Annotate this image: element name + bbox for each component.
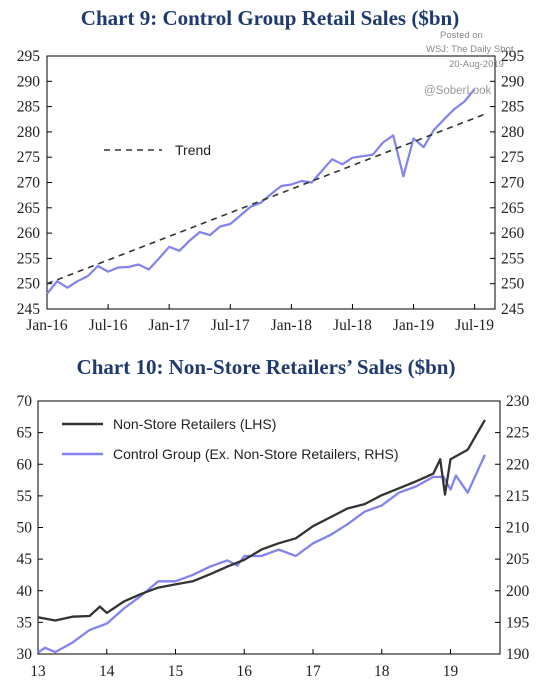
y2-tick-label: 195: [506, 614, 530, 631]
chart-9-legend: Trend: [104, 142, 211, 158]
chart-10-plot-frame: [37, 400, 501, 655]
chart-9-series: [46, 88, 486, 295]
chart-9-title: Chart 9: Control Group Retail Sales ($bn…: [81, 6, 459, 30]
source-handle: @SoberLook: [424, 85, 492, 97]
y2-tick-label: 210: [506, 520, 530, 537]
chart-10-title: Chart 10: Non-Store Retailers’ Sales ($b…: [77, 355, 456, 379]
x-tick-label: Jan-19: [393, 317, 435, 334]
y2-tick-label: 230: [506, 393, 530, 410]
control-group-legend-label: Control Group (Ex. Non-Store Retailers, …: [113, 446, 399, 462]
y-tick-label: 290: [17, 73, 41, 90]
y2-tick-label: 255: [501, 250, 525, 267]
y2-tick-label: 280: [501, 124, 525, 141]
y2-tick-label: 250: [501, 276, 525, 293]
y-tick-label: 70: [17, 393, 33, 410]
y-tick-label: 265: [17, 200, 41, 217]
x-tick-label: Jul-16: [89, 317, 128, 334]
x-tick-label: Jan-16: [26, 317, 68, 334]
y-tick-label: 295: [17, 48, 41, 65]
y2-tick-label: 295: [501, 48, 525, 65]
nonstore-legend-label: Non-Store Retailers (LHS): [113, 416, 276, 432]
y-tick-label: 285: [17, 99, 41, 116]
y-tick-label: 275: [17, 149, 41, 166]
y2-tick-label: 225: [506, 425, 530, 442]
x-tick-label: Jul-17: [211, 317, 250, 334]
x-tick-label: 13: [30, 663, 46, 680]
y-tick-label: 50: [17, 520, 33, 537]
x-tick-label: 15: [168, 663, 184, 680]
y-tick-label: 65: [17, 425, 33, 442]
y-tick-label: 245: [17, 301, 41, 318]
x-tick-label: 18: [374, 663, 390, 680]
chart-10: Chart 10: Non-Store Retailers’ Sales ($b…: [17, 355, 530, 680]
control-group-sales-line: [46, 88, 476, 295]
y-tick-label: 250: [17, 276, 41, 293]
source-watermark: Posted on WSJ: The Daily Shot 20-Aug-201…: [424, 30, 514, 97]
y-tick-label: 35: [17, 614, 33, 631]
x-tick-label: 14: [99, 663, 115, 680]
y-tick-label: 55: [17, 488, 33, 505]
x-tick-label: Jan-18: [271, 317, 313, 334]
y2-tick-label: 205: [506, 551, 530, 568]
chart-10-series: [37, 419, 486, 654]
chart-10-ticks: 30 35 40 45 50 55 60 65 70 190 195 200 205 210 215 220 2…: [17, 393, 530, 680]
trend-legend-label: Trend: [175, 142, 211, 158]
y2-tick-label: 270: [501, 175, 525, 192]
y-tick-label: 260: [17, 225, 41, 242]
y2-tick-label: 215: [506, 488, 530, 505]
chart-9-ticks: 245 250 255 260 265 270 275 280 285 290 295 245 250 2…: [17, 48, 525, 334]
y2-tick-label: 290: [501, 73, 525, 90]
trend-line: [46, 113, 486, 285]
x-tick-label: Jan-17: [149, 317, 191, 334]
control-group-ex-nonstore-line: [37, 454, 486, 654]
y-tick-label: 40: [17, 583, 33, 600]
y-tick-label: 270: [17, 175, 41, 192]
y2-tick-label: 190: [506, 646, 530, 663]
y2-tick-label: 200: [506, 583, 530, 600]
chart-10-legend: Non-Store Retailers (LHS) Control Group …: [62, 416, 399, 462]
chart-9: Chart 9: Control Group Retail Sales ($bn…: [17, 6, 525, 334]
y2-tick-label: 285: [501, 99, 525, 116]
x-tick-label: Jul-18: [333, 317, 372, 334]
x-tick-label: Jul-19: [455, 317, 494, 334]
x-tick-label: 17: [305, 663, 321, 680]
x-tick-label: 16: [237, 663, 253, 680]
y-tick-label: 255: [17, 250, 41, 267]
y-tick-label: 30: [17, 646, 33, 663]
source-line-2: WSJ: The Daily Shot: [426, 44, 514, 55]
y-tick-label: 45: [17, 551, 33, 568]
nonstore-retailers-line: [37, 419, 486, 622]
y2-tick-label: 265: [501, 200, 525, 217]
y2-tick-label: 245: [501, 301, 525, 318]
y2-tick-label: 275: [501, 149, 525, 166]
y-tick-label: 280: [17, 124, 41, 141]
source-line-1: Posted on: [440, 30, 483, 41]
source-line-3: 20-Aug-2019: [449, 59, 504, 70]
y2-tick-label: 220: [506, 456, 530, 473]
x-tick-label: 19: [443, 663, 459, 680]
y2-tick-label: 260: [501, 225, 525, 242]
y-tick-label: 60: [17, 456, 33, 473]
